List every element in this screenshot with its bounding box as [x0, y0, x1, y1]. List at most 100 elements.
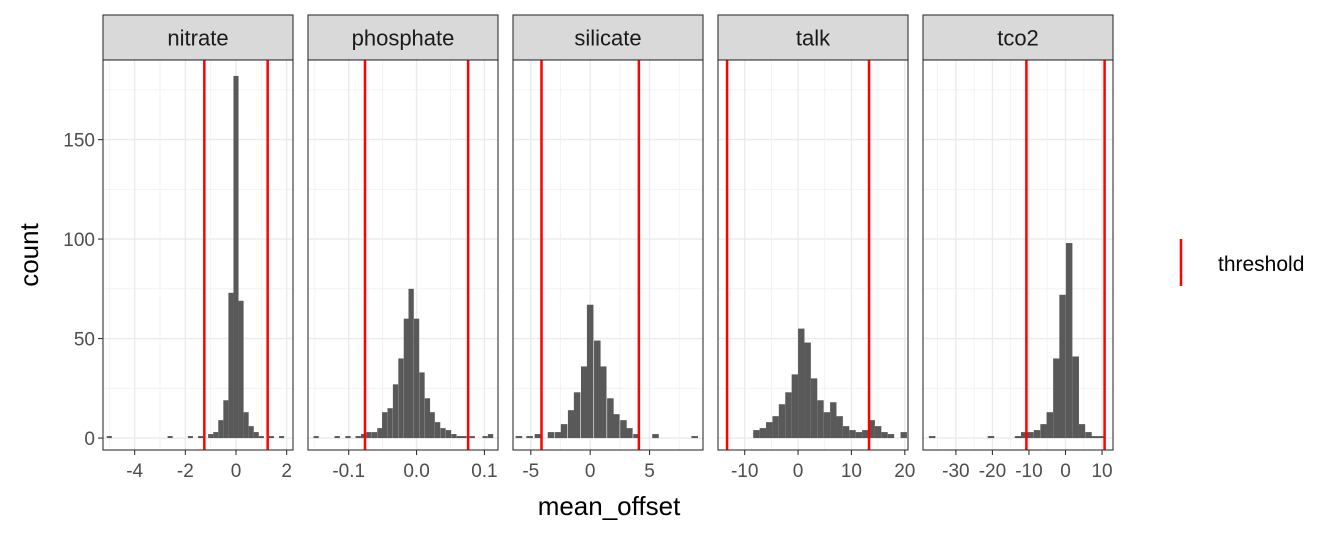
x-tick-label: 0.0: [403, 461, 429, 482]
histogram-bar: [360, 434, 367, 439]
histogram-bars: [313, 288, 494, 439]
x-tick-label: 2: [281, 461, 292, 482]
histogram-bar: [398, 358, 404, 439]
x-tick-label: -2: [177, 461, 194, 482]
histogram-bar: [106, 436, 112, 439]
panel-background: [513, 60, 703, 450]
histogram-bar: [253, 432, 259, 439]
histogram-bar: [766, 422, 773, 439]
legend: threshold: [1179, 239, 1304, 286]
panel-border: [102, 59, 294, 451]
histogram-bar: [248, 426, 254, 439]
histogram-bar: [387, 408, 393, 439]
facet-strip-label: phosphate: [352, 26, 455, 51]
histogram-bar: [842, 426, 850, 439]
histogram-bar: [419, 372, 425, 439]
x-tick-label: -30: [942, 461, 969, 482]
histogram-bar: [817, 400, 824, 439]
histogram-bar: [810, 378, 818, 439]
histogram-bar: [778, 404, 786, 439]
x-tick-label: -5: [522, 461, 539, 482]
x-tick-label: -0.1: [332, 461, 365, 482]
facet-strip-label: nitrate: [167, 26, 228, 51]
histogram-bar: [881, 432, 888, 439]
histogram-bar: [382, 412, 388, 439]
histogram-bar: [874, 426, 882, 439]
panel-border: [922, 59, 1114, 451]
x-tick-label: 0: [585, 461, 596, 482]
x-tick-label: 20: [894, 461, 915, 482]
histogram-bar: [928, 436, 936, 439]
facet-silicate: silicate -5 0 5: [512, 14, 704, 482]
facet-phosphate: phosphate -0.1 0.0 0.1: [307, 14, 499, 482]
histogram-bar: [887, 434, 895, 439]
panel-border: [512, 59, 704, 451]
histogram-bar: [213, 432, 219, 439]
histogram-bar: [798, 328, 805, 439]
histogram-bar: [366, 432, 372, 439]
facet-strip-label: tco2: [997, 26, 1039, 51]
histogram-bar: [440, 428, 446, 439]
histogram-bar: [534, 434, 542, 439]
histogram-bar: [830, 402, 837, 439]
panel-border: [717, 59, 909, 451]
histogram-bar: [554, 432, 562, 439]
histogram-bar: [228, 292, 234, 439]
x-tick-label: 0.1: [471, 461, 497, 482]
histogram-bar: [515, 436, 523, 439]
histogram-bar: [849, 430, 856, 439]
panel-background: [103, 60, 293, 450]
histogram-bar: [268, 436, 274, 439]
histogram-bar: [1033, 430, 1041, 439]
x-tick-label: -10: [731, 461, 758, 482]
histogram-bar: [586, 304, 594, 439]
x-tick-label: -10: [1015, 461, 1042, 482]
histogram-bar: [620, 420, 627, 439]
histogram-bars: [106, 75, 285, 439]
histogram-bar: [594, 340, 601, 439]
facet-talk: talk -10 0 10 20: [717, 14, 915, 482]
histogram-bar: [1098, 436, 1105, 439]
facet-strip: [307, 14, 499, 61]
histogram-bar: [987, 436, 995, 439]
histogram-bar: [434, 422, 441, 439]
histogram-bar: [823, 412, 831, 439]
histogram-bar: [1072, 356, 1079, 439]
histogram-bar: [791, 374, 799, 439]
histogram-bar: [785, 392, 792, 439]
histogram-bar: [1065, 243, 1073, 439]
histogram-bar: [1053, 358, 1060, 439]
panel-background: [923, 60, 1113, 450]
histogram-bar: [560, 424, 568, 439]
histogram-bars: [753, 328, 907, 439]
histogram-bar: [445, 430, 452, 439]
panel-grid: [103, 60, 293, 450]
histogram-bar: [187, 436, 193, 439]
facet-nitrate: nitrate -4 -2 0 2: [102, 14, 294, 482]
histogram-bar: [753, 430, 760, 439]
histogram-bars: [515, 304, 698, 439]
histogram-bar: [413, 318, 420, 439]
x-tick-label: 10: [841, 461, 862, 482]
histogram-bar: [626, 428, 633, 439]
histogram-bar: [403, 318, 410, 439]
histogram-bar: [868, 420, 875, 439]
histogram-bar: [218, 420, 224, 439]
histogram-bar: [223, 400, 229, 439]
histogram-bar: [198, 436, 204, 439]
x-tick-label: 0: [231, 461, 242, 482]
histogram-bar: [167, 436, 173, 439]
histogram-bar: [836, 416, 843, 439]
panel-grid: [513, 60, 703, 450]
y-tick-label: 100: [63, 230, 95, 251]
histogram-bar: [599, 366, 607, 439]
histogram-bar: [652, 434, 659, 439]
histogram-bar: [1027, 432, 1034, 439]
histogram-bar: [862, 430, 869, 439]
histogram-bar: [258, 436, 264, 439]
histogram-bar: [208, 434, 214, 439]
histogram-bar: [804, 342, 811, 439]
y-axis: 0 50 100 150: [63, 131, 103, 450]
y-tick-label: 50: [74, 330, 95, 351]
